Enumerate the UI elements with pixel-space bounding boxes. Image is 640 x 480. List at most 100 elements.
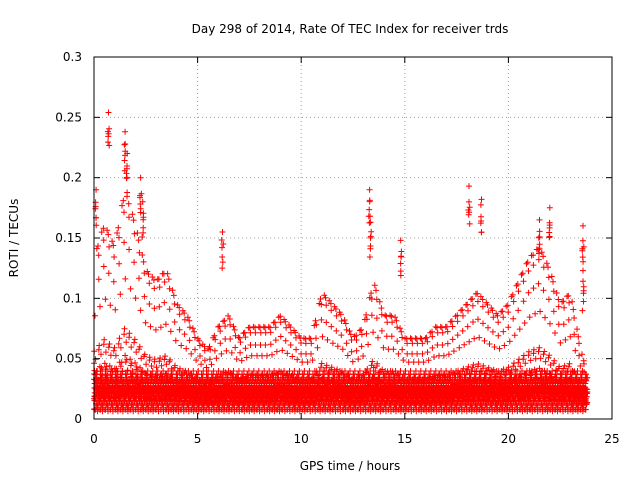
data-point: [101, 336, 108, 343]
data-point: [132, 359, 139, 366]
data-point: [157, 355, 164, 361]
data-point: [151, 285, 158, 292]
data-point: [126, 330, 133, 337]
data-point: [109, 238, 116, 245]
data-point: [162, 321, 169, 328]
data-point: [140, 258, 147, 265]
data-point: [141, 293, 148, 300]
data-point: [156, 284, 163, 291]
data-point: [95, 243, 101, 249]
data-point: [127, 356, 134, 363]
data-point: [100, 225, 107, 232]
data-point: [119, 202, 125, 209]
grid-lines: [94, 57, 612, 419]
data-point: [132, 295, 139, 302]
data-point: [154, 368, 161, 374]
data-point: [106, 243, 113, 250]
data-point: [131, 339, 138, 346]
data-point: [116, 234, 122, 241]
data-point: [137, 364, 144, 371]
data-point: [105, 270, 112, 277]
data-point: [130, 217, 137, 224]
data-point: [164, 270, 171, 277]
data-point: [100, 263, 107, 270]
data-point: [121, 239, 128, 246]
data-point: [126, 214, 132, 221]
data-point: [110, 242, 117, 249]
data-point: [104, 227, 111, 234]
data-point: [161, 299, 168, 306]
data-point: [126, 246, 133, 253]
data-point: [125, 200, 132, 207]
data-point: [171, 301, 178, 307]
data-point: [129, 368, 136, 374]
data-point: [162, 353, 169, 360]
data-point: [136, 343, 143, 350]
data-point: [131, 230, 138, 237]
data-point: [157, 324, 164, 331]
data-point: [143, 361, 150, 368]
data-point: [166, 285, 173, 292]
data-point: [117, 363, 124, 370]
data-point: [112, 306, 119, 313]
data-point: [105, 344, 112, 351]
data-point: [167, 328, 174, 335]
data-point: [151, 305, 158, 312]
data-point: [134, 230, 141, 236]
data-point: [115, 224, 122, 231]
data-point: [98, 364, 105, 371]
data-point: [176, 326, 183, 333]
data-points: [91, 109, 591, 415]
data-point: [105, 231, 112, 238]
data-point: [107, 302, 114, 309]
data-point: [146, 280, 153, 287]
data-point: [116, 335, 123, 342]
data-point: [117, 291, 124, 298]
data-point: [135, 237, 142, 244]
data-point: [110, 347, 117, 354]
data-point: [166, 306, 173, 313]
data-point: [151, 356, 158, 363]
data-point: [171, 319, 178, 325]
data-point: [93, 245, 100, 252]
data-point: [106, 341, 113, 347]
data-point: [165, 276, 172, 283]
data-point: [133, 349, 140, 356]
data-point: [133, 363, 140, 370]
data-point: [155, 276, 162, 283]
data-point: [129, 211, 136, 218]
data-point: [134, 373, 141, 380]
data-point: [122, 275, 129, 282]
data-point: [148, 363, 155, 369]
data-point: [153, 364, 160, 371]
data-point: [141, 351, 148, 358]
data-point: [121, 325, 128, 332]
data-point: [117, 344, 124, 351]
data-point: [158, 373, 165, 380]
data-point: [96, 342, 103, 349]
data-point: [112, 352, 119, 359]
data-point: [92, 312, 98, 319]
data-point: [100, 237, 107, 244]
data-point: [122, 352, 129, 359]
data-point: [103, 363, 110, 370]
data-point: [161, 279, 168, 285]
data-point: [95, 252, 102, 259]
data-point: [95, 276, 102, 283]
data-point: [114, 373, 121, 380]
data-point: [142, 319, 149, 326]
data-point: [158, 362, 165, 369]
data-point: [172, 362, 178, 369]
data-point: [138, 368, 145, 375]
data-point: [115, 340, 122, 347]
data-point: [97, 303, 103, 310]
data-point: [137, 307, 144, 314]
data-point: [121, 331, 128, 338]
data-point: [136, 275, 142, 282]
data-point: [120, 197, 127, 204]
data-point: [161, 356, 168, 363]
data-point: [131, 259, 138, 266]
data-point: [170, 292, 177, 299]
data-point: [98, 229, 105, 236]
data-point: [172, 337, 179, 344]
